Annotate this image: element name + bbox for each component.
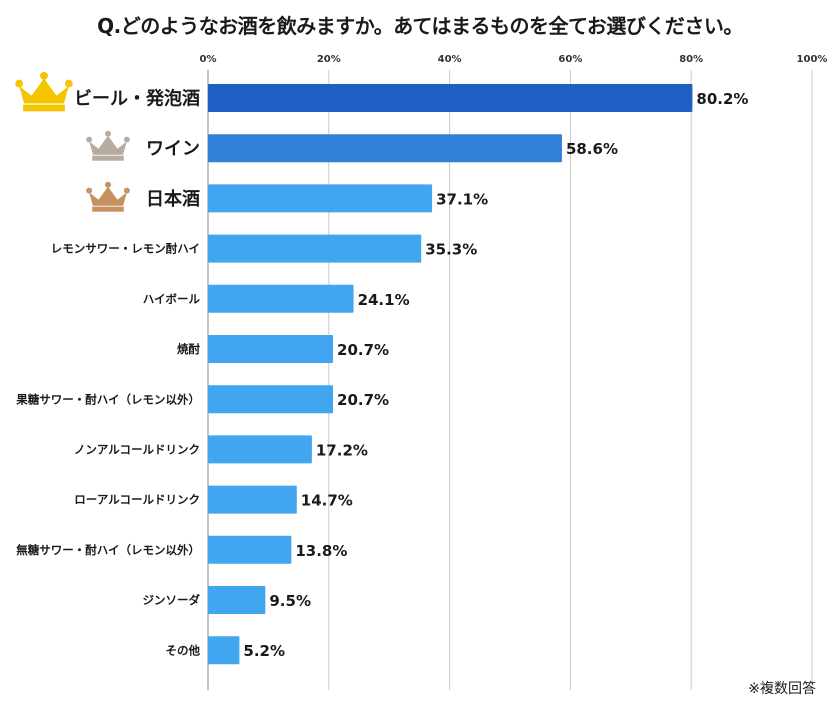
value-label: 5.2%	[243, 642, 285, 660]
bar	[208, 385, 334, 414]
bar	[208, 636, 240, 665]
x-tick-label: 0%	[200, 54, 217, 65]
x-tick-label: 20%	[317, 54, 341, 65]
value-label: 35.3%	[425, 241, 477, 259]
value-label: 24.1%	[358, 291, 410, 309]
bar	[208, 184, 433, 213]
category-label: ワイン	[146, 139, 200, 160]
category-label: ジンソーダ	[143, 593, 201, 607]
category-label: ノンアルコールドリンク	[74, 443, 200, 457]
x-tick-label: 40%	[438, 54, 462, 65]
value-label: 20.7%	[337, 341, 389, 359]
category-label: 焼酎	[177, 342, 200, 356]
category-label: ローアルコールドリンク	[74, 493, 200, 507]
footnote: ※複数回答	[748, 681, 816, 697]
chart-title: Q.どのようなお酒を飲みますか。あてはまるものを全てお選びください。	[97, 14, 743, 38]
x-tick-label: 80%	[679, 54, 703, 65]
bar	[208, 335, 334, 363]
bar	[208, 234, 422, 263]
crown-silver-icon	[86, 130, 130, 161]
category-label: ビール・発泡酒	[74, 87, 200, 109]
value-label: 80.2%	[696, 90, 748, 108]
x-tick-label: 100%	[797, 54, 828, 65]
crown-bronze-icon	[86, 181, 130, 212]
value-label: 17.2%	[316, 441, 368, 459]
bar	[208, 485, 297, 514]
bar	[208, 435, 312, 464]
bar	[208, 535, 292, 564]
value-label: 37.1%	[436, 190, 488, 208]
category-label: その他	[166, 643, 201, 657]
value-label: 58.6%	[566, 140, 618, 158]
bar	[208, 284, 354, 313]
bar	[208, 586, 266, 614]
category-label: 果糖サワー・酎ハイ（レモン以外）	[15, 392, 200, 406]
x-tick-label: 60%	[558, 54, 582, 65]
category-label: レモンサワー・レモン酎ハイ	[51, 242, 200, 256]
value-label: 20.7%	[337, 391, 389, 409]
category-label: 無糖サワー・酎ハイ（レモン以外）	[16, 543, 200, 557]
bar	[208, 84, 693, 112]
crown-gold-icon	[15, 71, 73, 112]
category-label: 日本酒	[146, 188, 200, 210]
bar	[208, 134, 562, 163]
value-label: 14.7%	[301, 492, 353, 510]
value-label: 9.5%	[269, 592, 311, 610]
category-label: ハイボール	[143, 292, 201, 306]
value-label: 13.8%	[295, 542, 347, 560]
